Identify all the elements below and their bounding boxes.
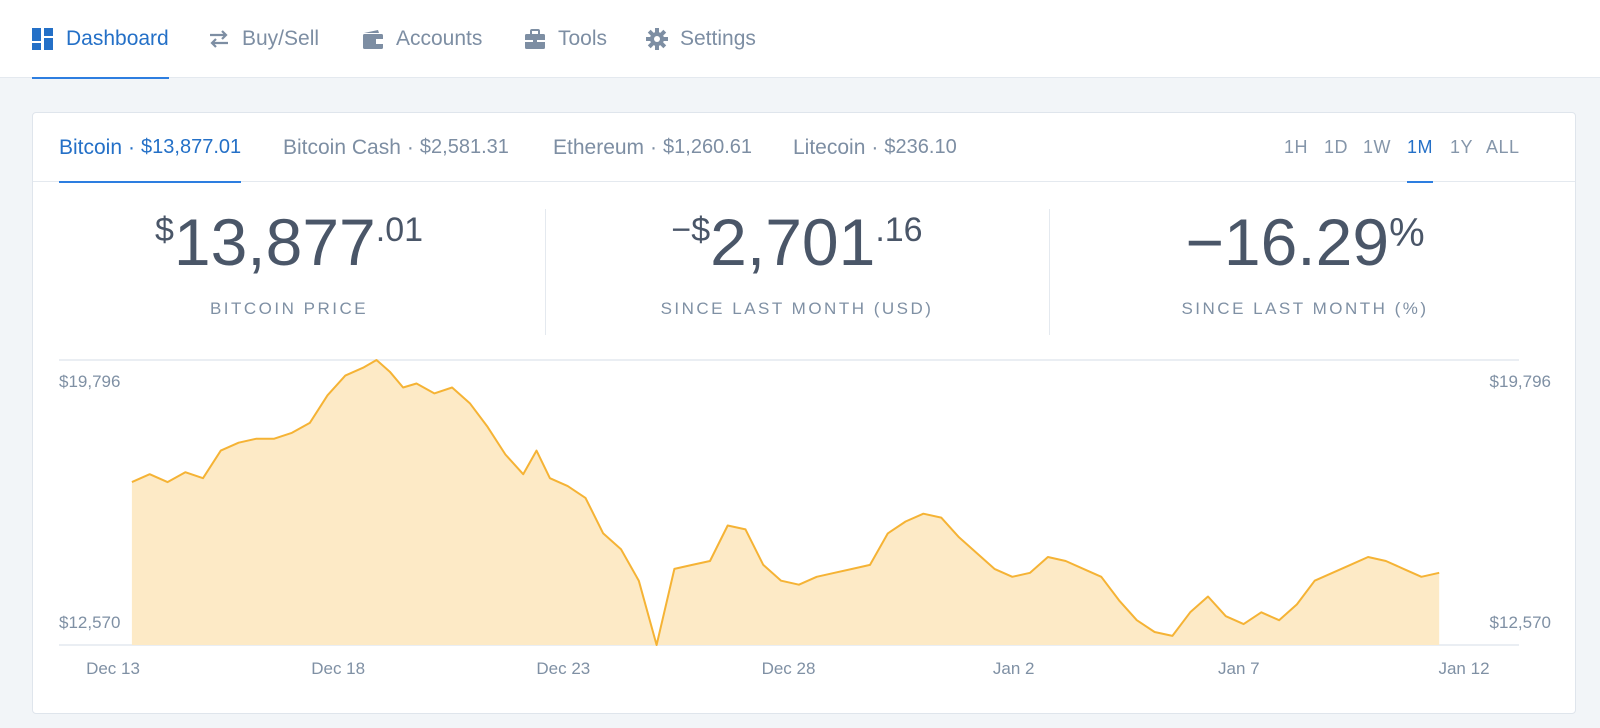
asset-price: $1,260.61 [663, 136, 753, 158]
asset-name: Bitcoin [59, 135, 123, 159]
percent-sign: % [1389, 211, 1425, 255]
swap-arrows-icon [208, 28, 230, 50]
nav-item-label: Buy/Sell [242, 27, 320, 50]
nav-item-label: Settings [680, 27, 756, 50]
stat-label: SINCE LAST MONTH (USD) [660, 299, 934, 318]
nav-item-settings[interactable]: Settings [646, 0, 756, 78]
range-label: 1H [1284, 137, 1309, 157]
gear-icon [646, 28, 668, 50]
nav-item-buy-sell[interactable]: Buy/Sell [208, 0, 319, 78]
range-1w[interactable]: 1W [1363, 113, 1391, 182]
asset-price: $236.10 [884, 136, 957, 158]
range-label: 1M [1407, 137, 1434, 157]
y-min-label-left: $12,570 [59, 613, 121, 632]
stat-main-value: 13,877 [173, 205, 376, 279]
tab-bitcoin-cash[interactable]: Bitcoin Cash · $2,581.31 [283, 113, 509, 182]
asset-name: Litecoin [793, 135, 866, 159]
asset-tabs: Bitcoin · $13,877.01 Bitcoin Cash · $2,5… [33, 113, 1575, 183]
price-chart-svg [59, 359, 1519, 646]
nav-item-accounts[interactable]: Accounts [362, 0, 482, 78]
x-tick-label: Dec 18 [311, 659, 366, 678]
asset-separator: · [406, 135, 414, 159]
range-label: 1W [1363, 137, 1391, 157]
asset-separator: · [128, 135, 136, 159]
stat-label: BITCOIN PRICE [209, 299, 369, 318]
top-navigation: Dashboard Buy/Sell Accounts Tools Settin… [0, 0, 1600, 79]
stat-price: $13,877.01 BITCOIN PRICE [33, 209, 545, 337]
price-chart-card: Bitcoin · $13,877.01 Bitcoin Cash · $2,5… [32, 112, 1576, 714]
currency-symbol: −$ [671, 211, 711, 249]
range-label: 1D [1324, 137, 1349, 157]
stat-divider [1049, 209, 1050, 335]
nav-item-label: Tools [558, 27, 608, 50]
price-area-fill [131, 360, 1440, 645]
nav-item-label: Accounts [396, 27, 483, 50]
range-label: ALL [1486, 137, 1520, 157]
stat-value: −16.29% [1049, 209, 1561, 285]
stat-divider [545, 209, 546, 335]
stat-value: $13,877.01 [33, 209, 545, 285]
range-all[interactable]: ALL [1486, 113, 1520, 182]
price-chart: $19,796 $12,570 $19,796 $12,570 Dec 13 De… [33, 113, 1577, 715]
asset-name: Ethereum [553, 135, 645, 159]
currency-symbol: $ [154, 211, 174, 249]
y-max-label-left: $19,796 [59, 372, 121, 391]
stat-cents: .16 [875, 211, 923, 249]
stat-change-pct: −16.29% SINCE LAST MONTH (%) [1049, 209, 1561, 337]
stat-cents: .01 [375, 211, 424, 249]
asset-name: Bitcoin Cash [283, 135, 401, 159]
stat-main-value: −16.29 [1185, 205, 1390, 279]
range-1y[interactable]: 1Y [1450, 113, 1473, 182]
briefcase-icon [524, 28, 546, 50]
dashboard-icon [32, 28, 54, 50]
range-1m[interactable]: 1M [1407, 113, 1434, 183]
asset-separator: · [871, 135, 879, 159]
nav-item-dashboard[interactable]: Dashboard [32, 0, 169, 79]
x-tick-label: Dec 28 [761, 659, 816, 678]
asset-price: $2,581.31 [419, 136, 509, 158]
x-tick-label: Jan 2 [992, 659, 1035, 678]
x-tick-label: Jan 12 [1438, 659, 1490, 678]
nav-item-tools[interactable]: Tools [524, 0, 607, 78]
price-line [131, 359, 1440, 646]
y-min-label-right: $12,570 [1489, 613, 1551, 632]
stat-value: −$2,701.16 [545, 209, 1049, 285]
x-tick-label: Jan 7 [1218, 659, 1260, 678]
tab-litecoin[interactable]: Litecoin · $236.10 [793, 113, 957, 182]
y-max-label-right: $19,796 [1489, 372, 1551, 391]
range-1d[interactable]: 1D [1324, 113, 1348, 182]
stat-main-value: 2,701 [710, 205, 876, 279]
x-tick-label: Dec 23 [536, 659, 591, 678]
asset-separator: · [650, 135, 658, 159]
nav-item-label: Dashboard [66, 27, 169, 50]
wallet-icon [362, 28, 384, 50]
stat-label: SINCE LAST MONTH (%) [1181, 299, 1429, 318]
x-tick-label: Dec 13 [86, 659, 140, 678]
stat-change-usd: −$2,701.16 SINCE LAST MONTH (USD) [545, 209, 1049, 337]
tab-bitcoin[interactable]: Bitcoin · $13,877.01 [59, 113, 242, 183]
range-label: 1Y [1450, 137, 1474, 157]
asset-price: $13,877.01 [141, 136, 242, 158]
tab-ethereum[interactable]: Ethereum · $1,260.61 [553, 113, 752, 182]
range-1h[interactable]: 1H [1284, 113, 1308, 182]
